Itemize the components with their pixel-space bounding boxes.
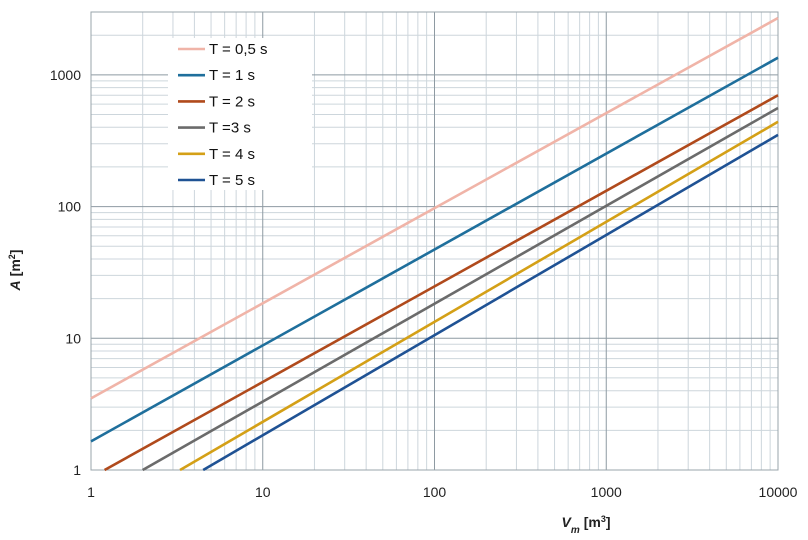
y-axis-ticks: 1 10 100 1000 [50,67,81,478]
y-axis-var: A [7,280,23,291]
x-axis-unit-close: ] [606,514,611,530]
x-axis-ticks: 1 10 100 1000 10000 [87,484,798,500]
y-axis-unit-sup: 2 [7,254,17,259]
x-axis-title: Vm [m3] [561,514,610,536]
series-line [90,16,779,400]
legend: T = 0,5 s T = 1 s T = 2 s T =3 s T = 4 s T = … [168,38,312,190]
x-tick-label: 10000 [759,484,798,500]
x-axis-unit-sup: 3 [601,514,606,524]
y-axis-unit: [m [7,259,23,276]
series-lines [90,16,779,472]
x-tick-label: 10 [255,484,271,500]
legend-background [168,38,312,190]
legend-label: T = 2 s [209,93,255,110]
x-axis-var-sub: m [571,525,580,536]
legend-label: T =3 s [209,120,251,137]
y-axis-unit-close: ] [7,250,23,255]
y-tick-label: 10 [65,330,81,346]
y-tick-label: 1000 [50,67,81,83]
legend-label: T = 4 s [209,146,255,163]
series-line [179,120,779,472]
y-tick-label: 1 [73,462,81,478]
legend-label: T = 5 s [209,172,255,189]
y-axis-title: A [m2] [7,250,23,292]
series-line [202,133,779,472]
series-line [142,106,779,472]
plot-frame [90,11,779,471]
x-tick-label: 100 [423,484,447,500]
series-line [103,94,779,472]
legend-label: T = 1 s [209,67,255,84]
series-line [90,56,779,443]
x-tick-label: 1000 [591,484,622,500]
x-tick-label: 1 [87,484,95,500]
legend-label: T = 0,5 s [209,41,268,58]
y-tick-label: 100 [58,199,82,215]
x-axis-var: V [561,514,572,530]
x-axis-unit: [m [584,514,601,530]
